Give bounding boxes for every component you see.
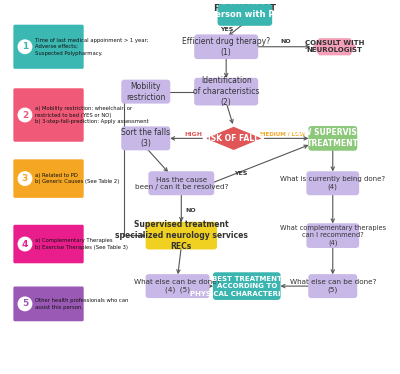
Text: NO: NO bbox=[186, 208, 196, 213]
FancyBboxPatch shape bbox=[308, 274, 357, 298]
FancyBboxPatch shape bbox=[13, 88, 84, 142]
FancyBboxPatch shape bbox=[194, 78, 258, 105]
Text: a) Mobility restriction: wheelchair, or
restricted to bed (YES or NO)
b) 3-step-: a) Mobility restriction: wheelchair, or … bbox=[36, 106, 149, 124]
Text: a) Related to PD
b) Generic Causes (See Table 2): a) Related to PD b) Generic Causes (See … bbox=[36, 173, 120, 184]
Text: 5: 5 bbox=[22, 299, 28, 309]
Text: YES: YES bbox=[220, 27, 234, 32]
Polygon shape bbox=[206, 127, 262, 150]
FancyBboxPatch shape bbox=[306, 171, 359, 195]
Text: a) Complementary Therapies
b) Exercise Therapies (See Table 3): a) Complementary Therapies b) Exercise T… bbox=[36, 238, 128, 250]
FancyBboxPatch shape bbox=[13, 225, 84, 263]
Circle shape bbox=[18, 40, 32, 53]
Text: What complementary therapies
can I recommend?
(4): What complementary therapies can I recom… bbox=[280, 225, 386, 246]
Text: Mobility
restriction: Mobility restriction bbox=[126, 82, 166, 102]
Text: Identification
of characteristics
(2): Identification of characteristics (2) bbox=[193, 76, 259, 107]
Text: LOW SUPERVISION
TREATMENT: LOW SUPERVISION TREATMENT bbox=[292, 128, 373, 148]
FancyBboxPatch shape bbox=[148, 171, 214, 195]
Polygon shape bbox=[313, 38, 356, 55]
Text: 2: 2 bbox=[22, 110, 28, 120]
Text: 3: 3 bbox=[22, 174, 28, 183]
Text: What else can be done?
(4)  (5): What else can be done? (4) (5) bbox=[134, 279, 221, 293]
FancyBboxPatch shape bbox=[146, 222, 217, 249]
FancyBboxPatch shape bbox=[121, 126, 170, 150]
FancyBboxPatch shape bbox=[218, 4, 272, 26]
Text: FLOWCHART: FLOWCHART bbox=[213, 4, 276, 13]
FancyBboxPatch shape bbox=[306, 223, 359, 248]
Text: MEDIUM / LOW: MEDIUM / LOW bbox=[260, 132, 305, 137]
FancyBboxPatch shape bbox=[146, 274, 210, 298]
Text: Time of last medical appoinment > 1 year;
Adverse effects;
Suspected Polypharmac: Time of last medical appoinment > 1 year… bbox=[36, 38, 149, 56]
Circle shape bbox=[18, 172, 32, 186]
Text: BEST TREATMENT
ACCORDING TO
PHYSICAL CHARACTERISTICS: BEST TREATMENT ACCORDING TO PHYSICAL CHA… bbox=[190, 276, 303, 297]
Text: Has the cause
been / can it be resolved?: Has the cause been / can it be resolved? bbox=[134, 177, 228, 190]
Text: What else can be done?
(5): What else can be done? (5) bbox=[290, 279, 376, 293]
FancyBboxPatch shape bbox=[13, 286, 84, 321]
FancyBboxPatch shape bbox=[308, 126, 357, 151]
Text: 4: 4 bbox=[22, 239, 28, 249]
Text: What is currently being done?
(4): What is currently being done? (4) bbox=[280, 176, 385, 190]
FancyBboxPatch shape bbox=[121, 80, 170, 104]
FancyBboxPatch shape bbox=[13, 159, 84, 198]
Text: RISK OF FALLS: RISK OF FALLS bbox=[202, 134, 265, 143]
Text: YES: YES bbox=[234, 171, 248, 177]
Text: Supervised treatment
specialized neurology services
RECs: Supervised treatment specialized neurolo… bbox=[115, 220, 248, 251]
Text: CONSULT WITH
NEUROLOGIST: CONSULT WITH NEUROLOGIST bbox=[305, 40, 364, 53]
FancyBboxPatch shape bbox=[194, 34, 258, 59]
FancyBboxPatch shape bbox=[213, 272, 280, 300]
Text: Other health professionals who can
assist this person.: Other health professionals who can assis… bbox=[36, 298, 129, 310]
Circle shape bbox=[18, 297, 32, 310]
Text: NO: NO bbox=[281, 39, 291, 44]
Text: 1: 1 bbox=[22, 42, 28, 51]
Text: Sort the falls
(3): Sort the falls (3) bbox=[121, 128, 170, 148]
Text: Efficient drug therapy?
(1): Efficient drug therapy? (1) bbox=[182, 37, 270, 57]
Circle shape bbox=[18, 237, 32, 251]
Text: Person with PD: Person with PD bbox=[209, 10, 281, 19]
FancyBboxPatch shape bbox=[13, 25, 84, 69]
Text: HIGH: HIGH bbox=[184, 132, 202, 137]
Circle shape bbox=[18, 108, 32, 122]
